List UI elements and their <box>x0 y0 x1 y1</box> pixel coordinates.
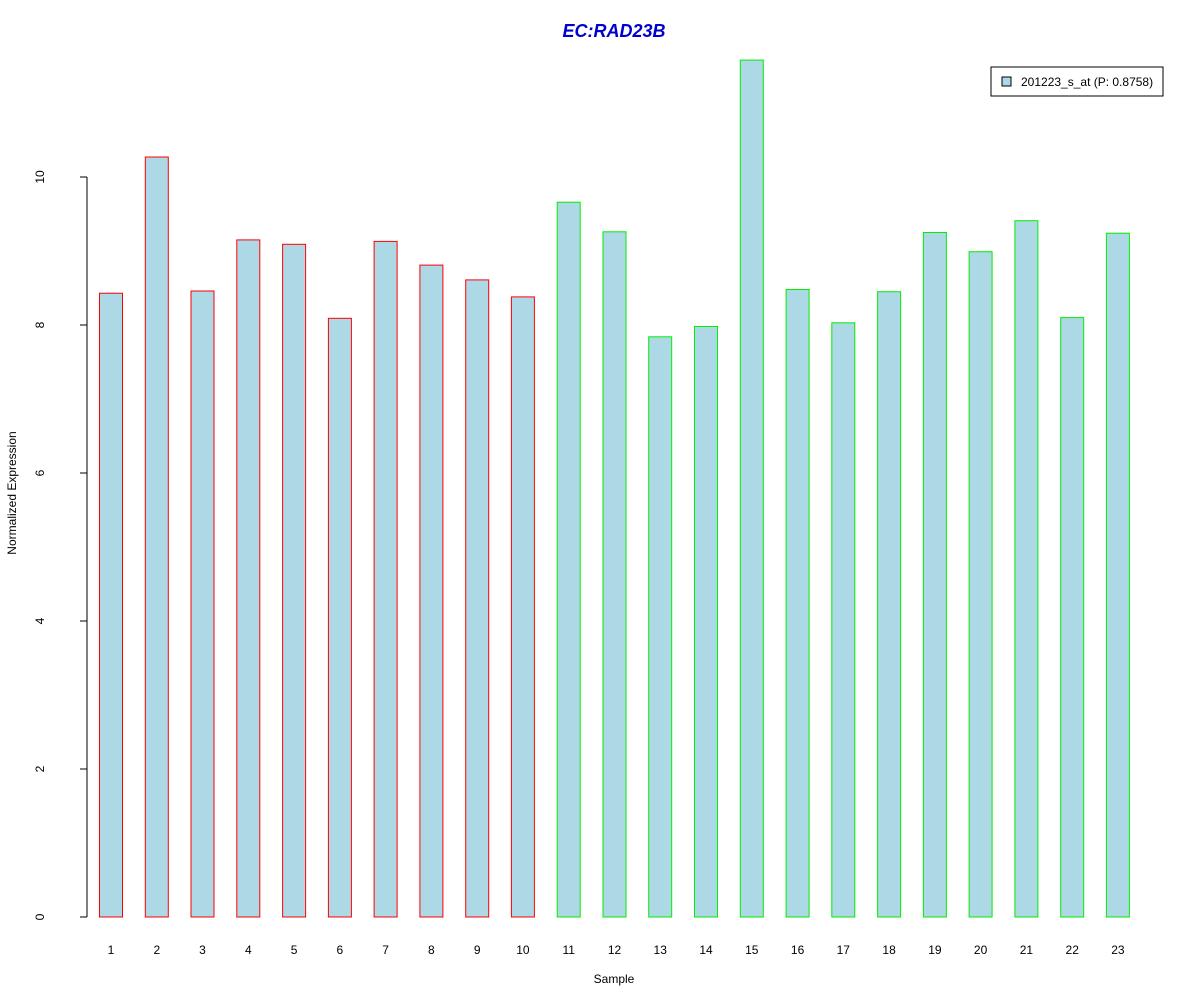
bar-sample-4 <box>236 239 261 918</box>
bar-sample-3 <box>190 290 215 918</box>
y-axis: 0 2 4 6 8 10 <box>33 170 88 920</box>
bar-sample-17 <box>831 322 856 918</box>
bar-sample-8 <box>419 264 444 918</box>
bar-sample-20 <box>968 251 993 918</box>
bar-sample-23 <box>1105 232 1130 918</box>
bar-sample-10 <box>510 296 535 918</box>
x-tick-label: 16 <box>791 943 805 957</box>
x-tick-label: 14 <box>699 943 713 957</box>
bar-sample-22 <box>1060 317 1085 918</box>
x-tick-labels: 1 2 3 4 5 6 7 8 9 10 11 12 13 14 15 16 17 18 19 20 21 22 23 <box>108 943 1125 957</box>
x-tick-label: 23 <box>1111 943 1125 957</box>
x-tick-label: 4 <box>245 943 252 957</box>
x-tick-label: 3 <box>199 943 206 957</box>
x-tick-label: 10 <box>516 943 530 957</box>
bar-sample-15 <box>739 59 764 918</box>
bar-sample-16 <box>785 289 810 918</box>
bar-sample-12 <box>602 231 627 918</box>
x-tick-label: 13 <box>654 943 668 957</box>
y-tick-label: 8 <box>33 321 47 328</box>
x-tick-label: 18 <box>882 943 896 957</box>
bar-sample-7 <box>373 240 398 918</box>
bar-sample-2 <box>144 156 169 918</box>
bars <box>99 59 1130 918</box>
x-tick-label: 15 <box>745 943 759 957</box>
y-tick-label: 10 <box>33 170 47 184</box>
bar-sample-14 <box>694 326 718 918</box>
x-tick-label: 22 <box>1066 943 1080 957</box>
bar-sample-19 <box>922 232 947 918</box>
bar-sample-18 <box>877 291 902 918</box>
bar-sample-6 <box>327 317 352 918</box>
x-tick-label: 7 <box>382 943 389 957</box>
y-tick-label: 4 <box>33 617 47 624</box>
y-axis-title: Normalized Expression <box>5 431 19 554</box>
chart-title: EC:RAD23B <box>562 21 665 41</box>
y-tick-label: 2 <box>33 765 47 772</box>
x-tick-label: 2 <box>153 943 160 957</box>
bar-sample-21 <box>1014 220 1039 918</box>
bar-sample-9 <box>465 279 490 918</box>
legend-label: 201223_s_at (P: 0.8758) <box>1021 75 1153 89</box>
y-tick-label: 6 <box>33 469 47 476</box>
y-tick-label: 0 <box>33 913 47 920</box>
x-tick-label: 1 <box>108 943 115 957</box>
legend-swatch <box>1001 76 1012 87</box>
legend: 201223_s_at (P: 0.8758) <box>990 66 1164 97</box>
bar-sample-11 <box>556 201 581 918</box>
x-axis-title: Sample <box>594 972 635 986</box>
bar-sample-1 <box>99 292 123 918</box>
x-tick-label: 11 <box>562 943 575 957</box>
bar-sample-13 <box>648 336 673 918</box>
x-tick-label: 8 <box>428 943 435 957</box>
bar-sample-5 <box>282 243 307 918</box>
x-tick-label: 9 <box>474 943 481 957</box>
x-tick-label: 21 <box>1020 943 1034 957</box>
x-tick-label: 5 <box>291 943 298 957</box>
x-tick-label: 17 <box>837 943 851 957</box>
x-tick-label: 19 <box>928 943 942 957</box>
x-tick-label: 12 <box>608 943 622 957</box>
x-tick-label: 6 <box>337 943 344 957</box>
legend-box <box>990 66 1164 97</box>
x-tick-label: 20 <box>974 943 988 957</box>
